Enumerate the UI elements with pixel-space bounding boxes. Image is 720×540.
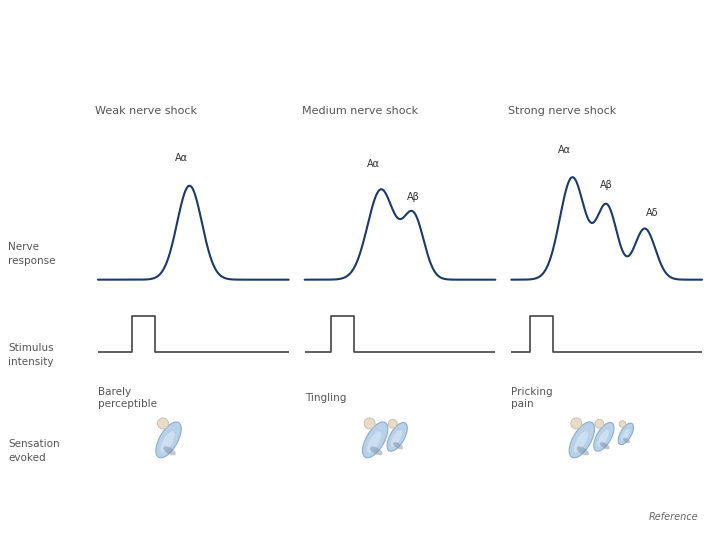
Text: Aβ: Aβ <box>407 192 420 202</box>
Ellipse shape <box>594 422 614 451</box>
Ellipse shape <box>156 422 181 458</box>
Ellipse shape <box>577 447 589 455</box>
Ellipse shape <box>370 447 382 455</box>
Text: Weak nerve shock: Weak nerve shock <box>95 106 197 117</box>
Ellipse shape <box>619 421 626 427</box>
Text: Aβ: Aβ <box>600 180 613 190</box>
Text: Medium nerve shock: Medium nerve shock <box>302 106 418 117</box>
Ellipse shape <box>570 422 595 458</box>
Ellipse shape <box>391 430 402 447</box>
Ellipse shape <box>623 438 630 443</box>
Text: Nerve
response: Nerve response <box>8 242 55 266</box>
Text: Reference: Reference <box>649 512 698 522</box>
Text: Aα: Aα <box>176 153 189 163</box>
Ellipse shape <box>600 442 610 449</box>
Text: Aα: Aα <box>366 159 380 169</box>
Ellipse shape <box>388 420 397 428</box>
Ellipse shape <box>367 431 382 453</box>
Ellipse shape <box>571 418 582 429</box>
Ellipse shape <box>363 422 388 458</box>
Ellipse shape <box>163 447 176 455</box>
Text: Strong nerve shock: Strong nerve shock <box>508 106 616 117</box>
Text: Measurement of nerve conduction velocities: Measurement of nerve conduction velociti… <box>18 18 611 42</box>
Ellipse shape <box>387 422 408 451</box>
Ellipse shape <box>161 431 175 453</box>
Ellipse shape <box>621 429 629 442</box>
Text: Aα: Aα <box>558 145 571 154</box>
Text: Sensation
evoked: Sensation evoked <box>8 440 60 463</box>
Ellipse shape <box>598 430 609 447</box>
Ellipse shape <box>595 420 604 428</box>
Text: Stimulus
intensity: Stimulus intensity <box>8 343 53 367</box>
Ellipse shape <box>574 431 588 453</box>
Text: Aδ: Aδ <box>646 207 659 218</box>
Text: Pricking
pain: Pricking pain <box>511 387 553 409</box>
Ellipse shape <box>158 418 168 429</box>
Ellipse shape <box>618 423 634 444</box>
Ellipse shape <box>364 418 375 429</box>
Ellipse shape <box>393 442 403 449</box>
Text: Tingling: Tingling <box>305 393 346 403</box>
Text: Barely
perceptible: Barely perceptible <box>98 387 157 409</box>
